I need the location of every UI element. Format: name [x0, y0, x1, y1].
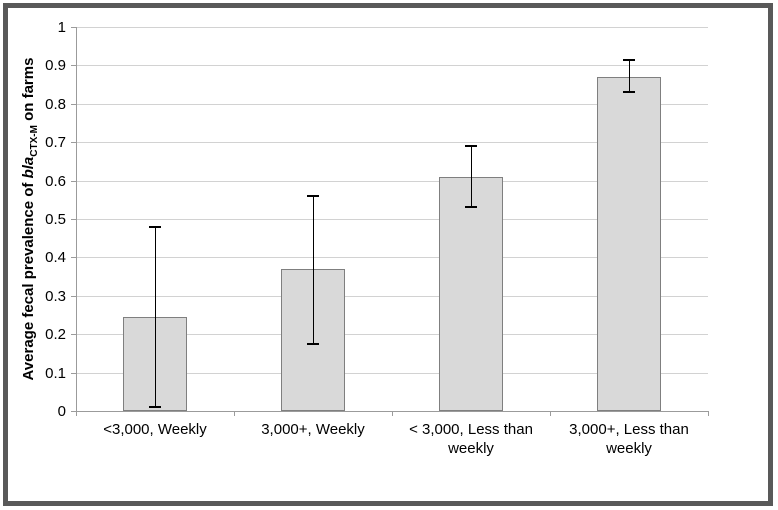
- y-axis-tick: [71, 181, 76, 182]
- y-tick-label: 0.8: [45, 96, 66, 113]
- x-tick-label: 3,000+, Weekly: [261, 421, 365, 438]
- y-axis-tick: [71, 219, 76, 220]
- y-axis-tick: [71, 334, 76, 335]
- y-tick-label: 0.5: [45, 211, 66, 228]
- error-bar-top-cap: [149, 226, 161, 228]
- error-bar-line: [629, 60, 630, 92]
- error-bar-top-cap: [623, 59, 635, 61]
- x-tick-label: 3,000+, Less than weekly: [569, 421, 689, 457]
- y-axis-tick: [71, 142, 76, 143]
- y-tick-label: 0.9: [45, 57, 66, 74]
- bar: [597, 77, 661, 411]
- error-bar-top-cap: [465, 145, 477, 147]
- x-axis-tick: [392, 411, 393, 416]
- y-tick-label: 0.7: [45, 134, 66, 151]
- gridline: [76, 181, 708, 182]
- y-tick-label: 0.4: [45, 249, 66, 266]
- x-tick-label: <3,000, Weekly: [103, 421, 207, 438]
- x-axis-tick: [708, 411, 709, 416]
- y-axis-tick: [71, 411, 76, 412]
- gridline: [76, 65, 708, 66]
- x-axis-tick: [234, 411, 235, 416]
- bar: [439, 177, 503, 411]
- error-bar-top-cap: [307, 195, 319, 197]
- y-tick-label: 0: [57, 403, 66, 420]
- error-bar-line: [155, 227, 156, 407]
- gridline: [76, 373, 708, 374]
- x-axis-tick: [76, 411, 77, 416]
- gridline: [76, 296, 708, 297]
- y-tick-label: 0.1: [45, 365, 66, 382]
- error-bar-bottom-cap: [623, 91, 635, 93]
- gridline: [76, 334, 708, 335]
- x-axis-line: [76, 411, 708, 412]
- y-axis-title-prefix: Average fecal prevalence of: [20, 178, 37, 381]
- gridline: [76, 219, 708, 220]
- y-axis-tick: [71, 104, 76, 105]
- gridline: [76, 257, 708, 258]
- gridline: [76, 104, 708, 105]
- error-bar-bottom-cap: [465, 206, 477, 208]
- gridline: [76, 142, 708, 143]
- y-tick-label: 0.6: [45, 173, 66, 190]
- y-axis-tick: [71, 296, 76, 297]
- y-axis-tick: [71, 257, 76, 258]
- error-bar-line: [313, 196, 314, 344]
- error-bar-bottom-cap: [307, 343, 319, 345]
- y-axis-line: [76, 27, 77, 412]
- gridline: [76, 27, 708, 28]
- y-tick-label: 0.2: [45, 326, 66, 343]
- y-axis-tick: [71, 65, 76, 66]
- y-tick-label: 0.3: [45, 288, 66, 305]
- y-tick-label: 1: [57, 19, 66, 36]
- x-axis-tick: [550, 411, 551, 416]
- y-axis-tick: [71, 373, 76, 374]
- y-axis-tick: [71, 27, 76, 28]
- error-bar-bottom-cap: [149, 406, 161, 408]
- error-bar-line: [471, 146, 472, 207]
- x-tick-label: < 3,000, Less than weekly: [409, 421, 533, 457]
